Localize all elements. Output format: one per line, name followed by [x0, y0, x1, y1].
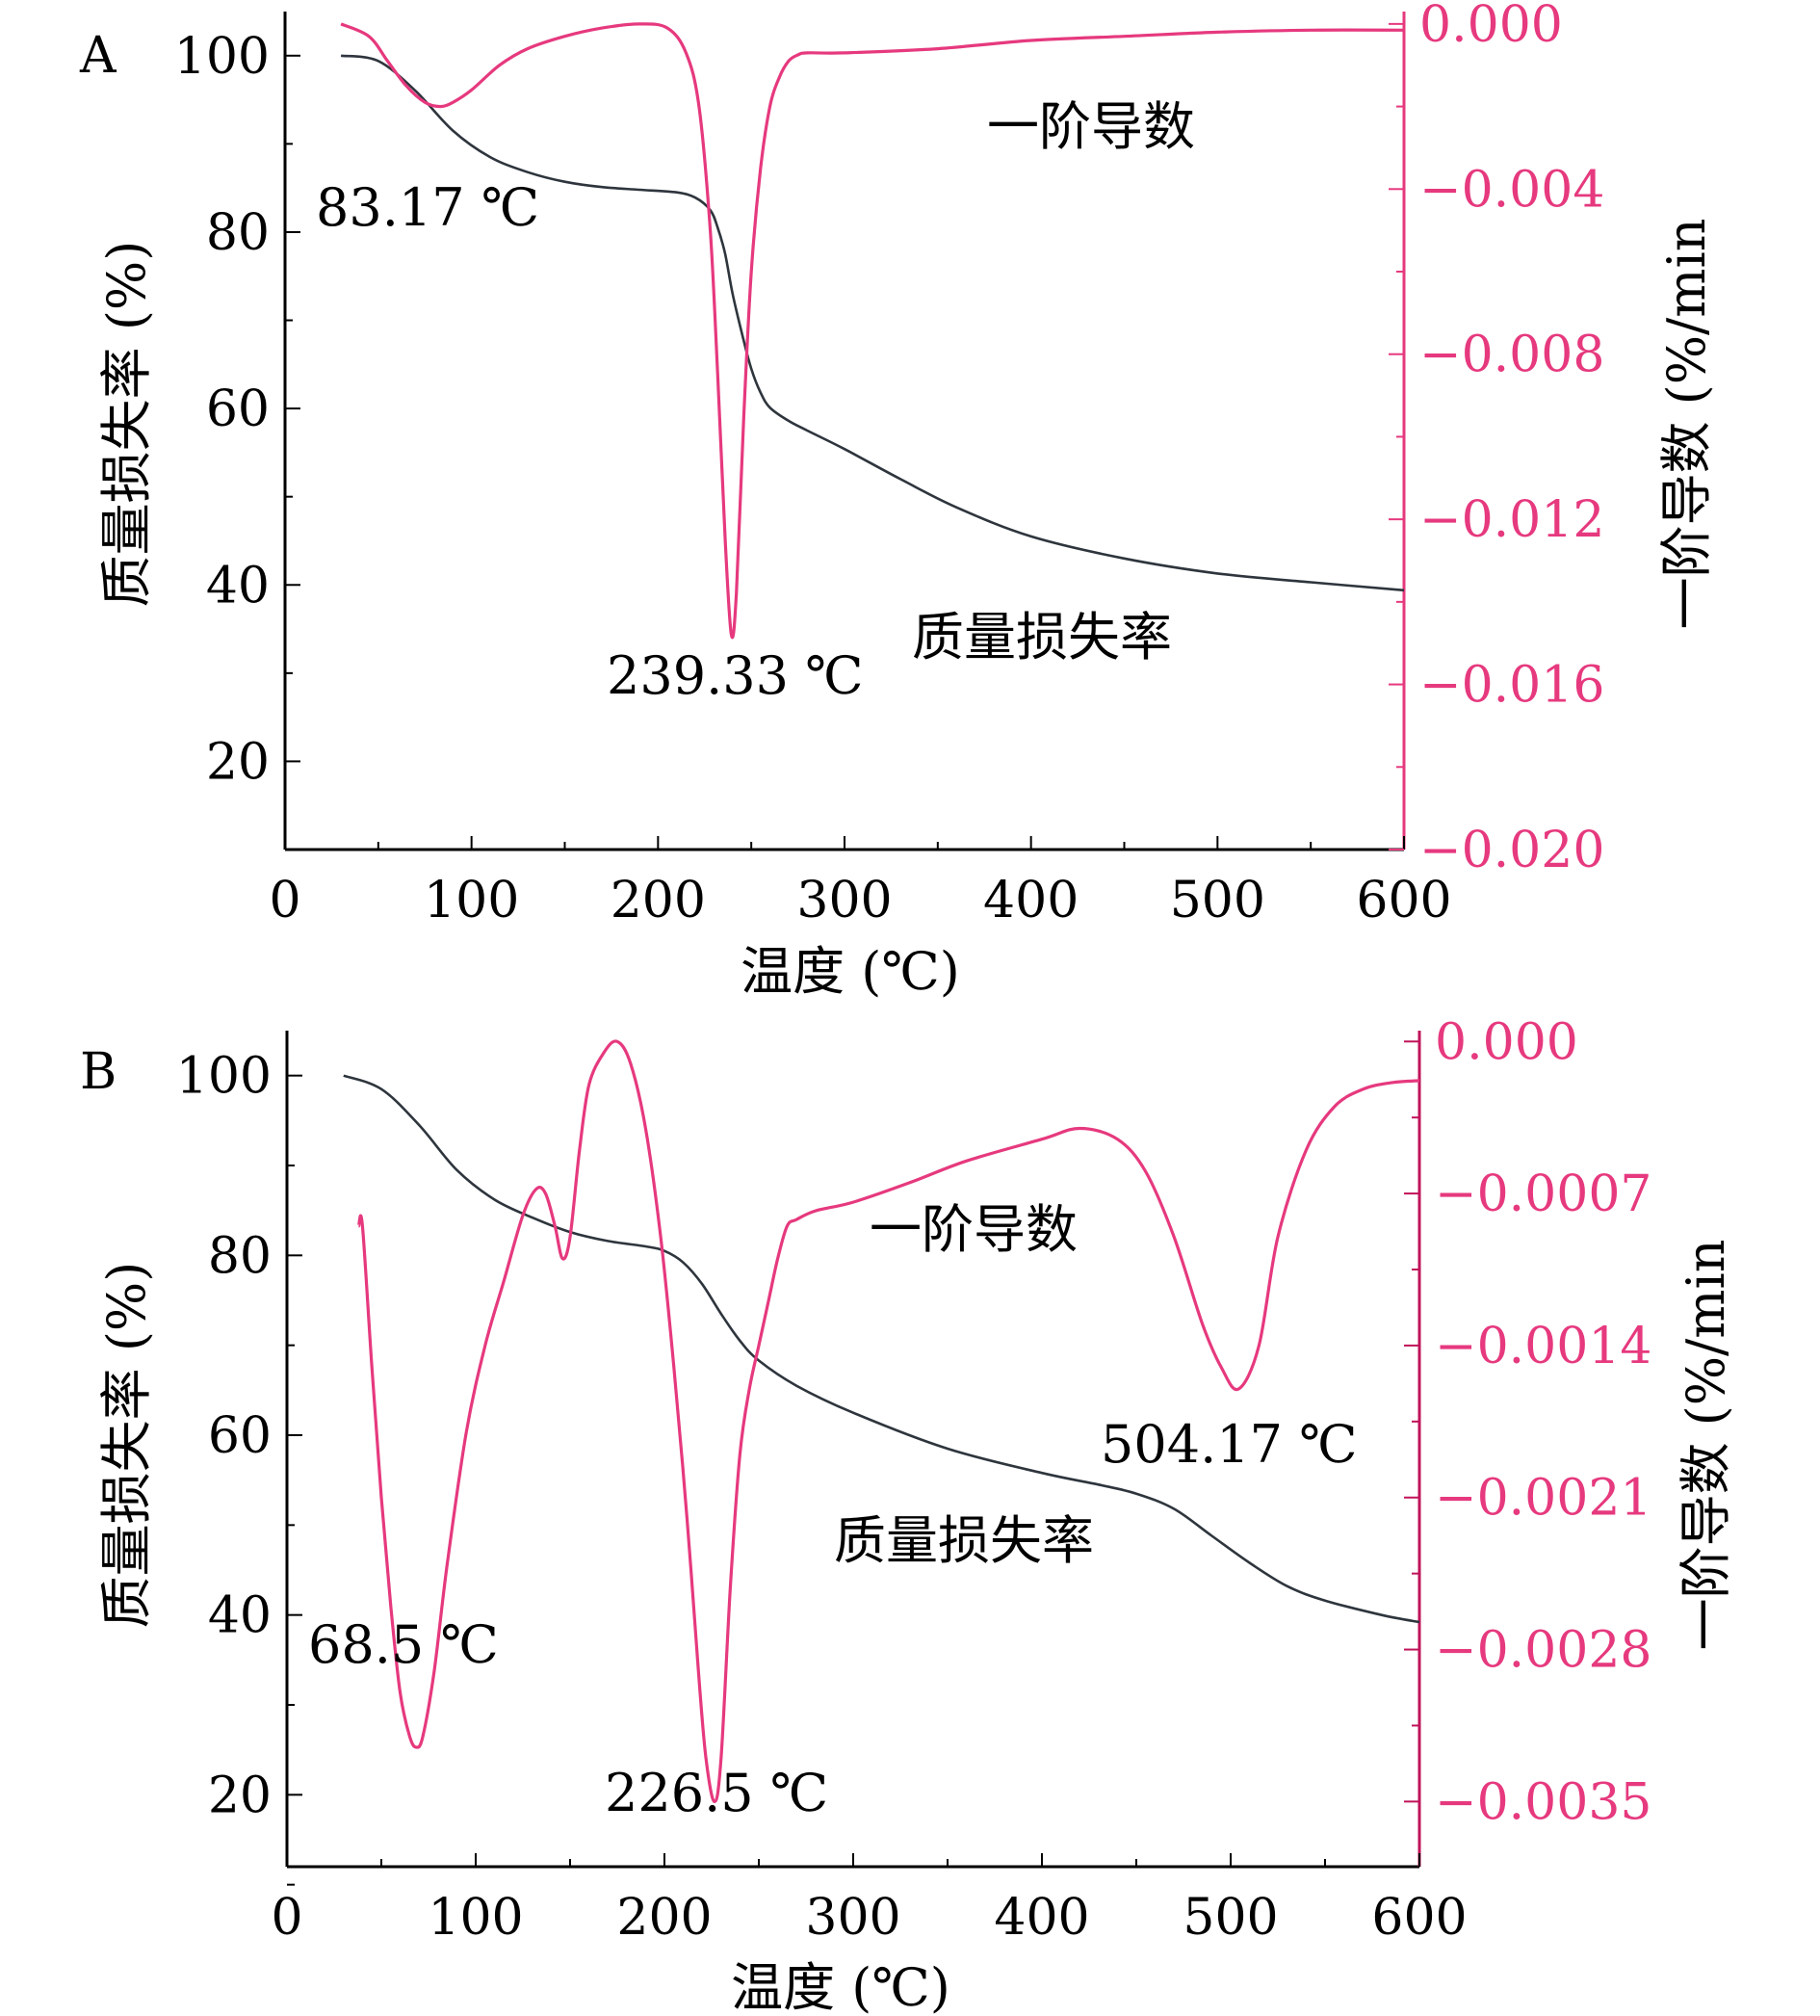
panel-a-tga-curve — [340, 54, 1405, 592]
panel-b-x-tick-label: 600 — [1371, 1889, 1467, 1947]
panel-a-y-tick-label: 100 — [174, 28, 270, 86]
panel-b-y2-tick-label: −0.0035 — [1435, 1773, 1652, 1831]
panel-a-y-tick-label: 60 — [206, 380, 270, 438]
panel-a-x-tick-label: 400 — [983, 872, 1079, 929]
panel-a-dtg-curve — [340, 22, 1405, 640]
panel-b-peak-label-226: 226.5 ℃ — [605, 1763, 828, 1823]
panel-a-y2-tick-label: 0.000 — [1419, 0, 1563, 54]
panel-b-x-axis-title: 温度 (℃) — [731, 1957, 950, 2016]
panel-a-dtg-name: 一阶导数 — [987, 96, 1195, 157]
panel-a-y2-tick-label: −0.004 — [1419, 161, 1604, 219]
panel-a: A 0 100 200 300 400 500 600 20 40 60 80 100 −0.020 −0… — [79, 0, 1717, 1002]
panel-a-peak-label-83: 83.17 ℃ — [316, 177, 539, 238]
panel-b-y-tick-label: 80 — [208, 1227, 272, 1285]
panel-a-y2-tick-label: −0.012 — [1419, 491, 1604, 549]
panel-b-peak-label-68: 68.5 ℃ — [308, 1614, 499, 1675]
panel-b-x-tick-label: 500 — [1183, 1889, 1278, 1947]
panel-b-y2-tick-label: 0.000 — [1435, 1013, 1578, 1071]
panel-a-tga-name: 质量损失率 — [912, 607, 1172, 668]
panel-a-peak-label-239: 239.33 ℃ — [607, 645, 864, 706]
panel-b-dtg-name: 一阶导数 — [870, 1199, 1078, 1260]
panel-a-x-tick-label: 600 — [1356, 872, 1451, 929]
panel-b-y-tick-label: 60 — [208, 1407, 272, 1465]
panel-b-label: B — [80, 1043, 117, 1101]
panel-b-y2-tick-label: −0.0028 — [1435, 1622, 1652, 1680]
panel-a-x-tick-label: 100 — [424, 872, 519, 929]
panel-a-y-tick-label: 80 — [206, 204, 270, 262]
panel-a-x-tick-label: 500 — [1170, 872, 1265, 929]
panel-a-x-tick-label: 300 — [796, 872, 892, 929]
panel-b-x-tick-label: 300 — [805, 1889, 900, 1947]
panel-b-dtg-curve — [356, 1039, 1420, 1803]
panel-b-peak-label-504: 504.17 ℃ — [1101, 1414, 1358, 1475]
panel-a-y-tick-label: 40 — [206, 557, 270, 615]
panel-b-x-tick-label: 400 — [994, 1889, 1089, 1947]
panel-a-y-tick-label: 20 — [206, 733, 270, 791]
panel-b-y2-tick-label: −0.0007 — [1435, 1165, 1652, 1223]
panel-b-y2-tick-label: −0.0021 — [1435, 1470, 1652, 1528]
panel-b-y2-axis-title: 一阶导数 (%/min — [1676, 1240, 1736, 1651]
panel-b-x-tick-label: 100 — [428, 1889, 523, 1947]
panel-a-y2-tick-label: −0.016 — [1419, 657, 1604, 715]
panel-a-ticks: 0 100 200 300 400 500 600 20 40 60 80 100 −0.020 −0.0… — [174, 0, 1605, 929]
panel-a-curves — [340, 22, 1405, 640]
panel-b-y-axis-title: 质量损失率 (%) — [96, 1262, 157, 1629]
panel-a-y2-tick-label: −0.020 — [1419, 822, 1604, 879]
panel-b: B 0 100 200 300 400 500 600 20 40 60 80 100 −0.0035 −… — [80, 1013, 1736, 2016]
panel-b-y-tick-label: 20 — [208, 1767, 272, 1824]
panel-a-label: A — [79, 27, 117, 85]
panel-a-x-tick-label: 0 — [269, 872, 300, 929]
panel-b-y-tick-label: 100 — [176, 1048, 272, 1106]
panel-b-tga-name: 质量损失率 — [834, 1510, 1094, 1571]
panel-b-y-tick-label: 40 — [208, 1587, 272, 1645]
panel-b-x-tick-label: 200 — [616, 1889, 712, 1947]
panel-b-ticks: 0 100 200 300 400 500 600 20 40 60 80 100 −0.0035 −0.… — [176, 1013, 1652, 1947]
panel-a-y-axis-title: 质量损失率 (%) — [96, 241, 157, 608]
panel-a-x-tick-label: 200 — [611, 872, 706, 929]
panel-b-x-tick-label: 0 — [271, 1889, 302, 1947]
panel-a-y2-axis-title: 一阶导数 (%/min — [1656, 219, 1717, 630]
panel-a-y2-tick-label: −0.008 — [1419, 327, 1604, 384]
panel-a-x-axis-title: 温度 (℃) — [741, 941, 960, 1002]
panel-b-curves — [343, 1039, 1420, 1803]
panel-b-y2-tick-label: −0.0014 — [1435, 1318, 1652, 1375]
